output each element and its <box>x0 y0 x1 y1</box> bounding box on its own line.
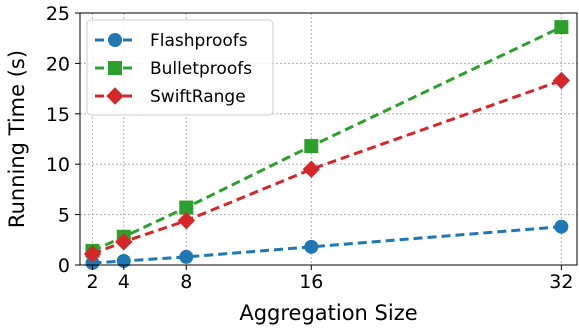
data-point <box>115 233 133 251</box>
y-tick-label: 25 <box>46 3 70 25</box>
data-point <box>179 249 194 264</box>
legend-item: Bulletproofs <box>95 59 252 79</box>
legend-box <box>86 19 274 116</box>
data-point <box>304 139 319 154</box>
legend-item: SwiftRange <box>95 87 246 107</box>
y-axis-label: Running Time (s) <box>5 50 29 228</box>
series-group <box>83 20 571 270</box>
legend-marker <box>108 33 122 47</box>
x-axis-label: Aggregation Size <box>239 301 417 325</box>
data-point <box>304 239 319 254</box>
data-point <box>552 71 571 90</box>
x-tick-label: 8 <box>180 271 192 293</box>
data-point <box>302 160 321 178</box>
x-tick-label: 16 <box>299 271 323 293</box>
legend-marker <box>106 87 124 105</box>
y-tick-label: 15 <box>46 104 70 126</box>
y-tick-label: 0 <box>58 255 70 277</box>
data-point <box>554 20 569 35</box>
y-tick-label: 5 <box>58 205 70 227</box>
series-swiftrange <box>83 71 571 263</box>
legend-label: Flashproofs <box>150 31 248 51</box>
y-tick-label: 10 <box>46 154 70 176</box>
ticks: 2 4 8 16 32 0 5 10 15 20 25 <box>46 3 574 293</box>
legend-label: Bulletproofs <box>150 59 252 79</box>
x-tick-label: 4 <box>118 271 130 293</box>
x-tick-label: 2 <box>86 271 98 293</box>
legend-item: Flashproofs <box>95 31 248 51</box>
data-point <box>83 245 102 263</box>
legend-marker <box>108 61 122 75</box>
y-tick-label: 20 <box>46 53 70 75</box>
legend-label: SwiftRange <box>150 87 246 107</box>
series-line <box>92 225 562 265</box>
data-point <box>554 219 569 234</box>
series-flashproofs <box>85 219 569 270</box>
data-point <box>177 211 195 230</box>
x-tick-label: 32 <box>549 271 573 293</box>
legend: Flashproofs Bulletproofs SwiftRange <box>86 19 274 116</box>
plot-frame <box>79 12 578 266</box>
